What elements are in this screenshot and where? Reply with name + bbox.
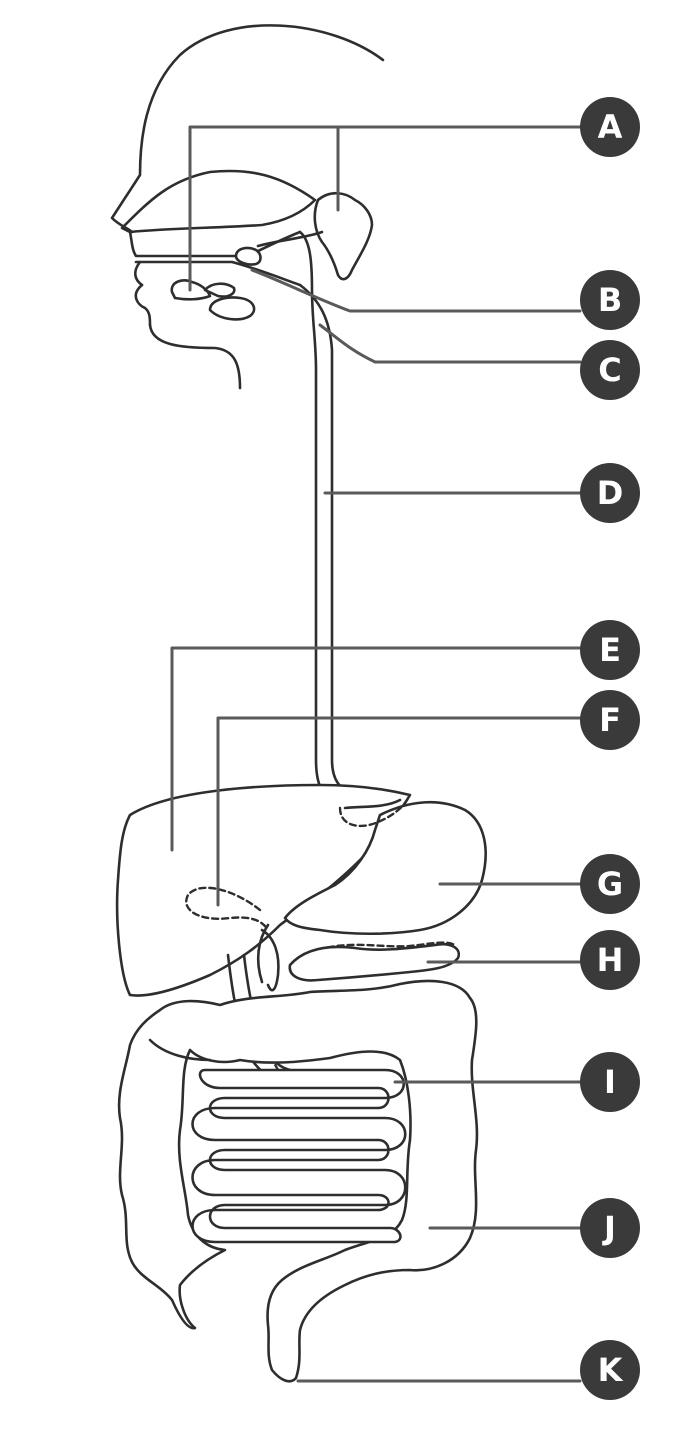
marker-circle — [580, 1198, 640, 1258]
marker-I: I — [580, 1052, 640, 1112]
marker-H: H — [580, 930, 640, 990]
marker-circle — [580, 620, 640, 680]
marker-B: B — [580, 270, 640, 330]
salivary-gland-sublingual — [234, 246, 262, 266]
leader-C — [318, 323, 582, 364]
salivary-gland-duct — [256, 230, 324, 248]
marker-F: F — [580, 690, 640, 750]
marker-circle — [580, 1052, 640, 1112]
marker-C: C — [580, 340, 640, 400]
small-intestine — [191, 1068, 407, 1244]
marker-circle — [580, 340, 640, 400]
head-outline — [110, 24, 385, 390]
marker-label: B — [598, 281, 622, 319]
marker-circle — [580, 97, 640, 157]
large-intestine — [117, 979, 479, 1383]
tongue — [133, 260, 302, 287]
marker-circle — [580, 690, 640, 750]
pancreas — [288, 942, 461, 982]
leader-A — [188, 125, 582, 292]
marker-circle — [580, 463, 640, 523]
marker-label: K — [598, 1351, 624, 1389]
marker-K: K — [580, 1340, 640, 1400]
marker-G: G — [580, 854, 640, 914]
esophagus — [298, 230, 357, 810]
leader-lines — [170, 125, 582, 1383]
marker-E: E — [580, 620, 640, 680]
marker-label: G — [597, 865, 623, 903]
marker-label: A — [598, 108, 623, 146]
marker-label: J — [602, 1209, 616, 1247]
leader-E — [170, 646, 582, 852]
marker-label: H — [597, 941, 624, 979]
marker-label: F — [599, 701, 621, 739]
marker-label: C — [598, 351, 621, 389]
marker-circle — [580, 854, 640, 914]
marker-label: D — [597, 474, 624, 512]
upper-lip — [128, 230, 250, 258]
nasal-cavity — [120, 169, 317, 234]
marker-circle — [580, 930, 640, 990]
salivary-glands-lower — [170, 279, 256, 321]
marker-circle — [580, 270, 640, 330]
marker-J: J — [580, 1198, 640, 1258]
leader-B — [250, 268, 582, 313]
marker-label: I — [604, 1063, 616, 1101]
marker-label: E — [599, 631, 621, 669]
salivary-gland-upper — [313, 191, 374, 281]
marker-circle — [580, 1340, 640, 1400]
lower-jaw — [134, 283, 152, 327]
leader-F — [216, 716, 582, 907]
stomach — [283, 798, 487, 936]
marker-A: A — [580, 97, 640, 157]
marker-D: D — [580, 463, 640, 523]
